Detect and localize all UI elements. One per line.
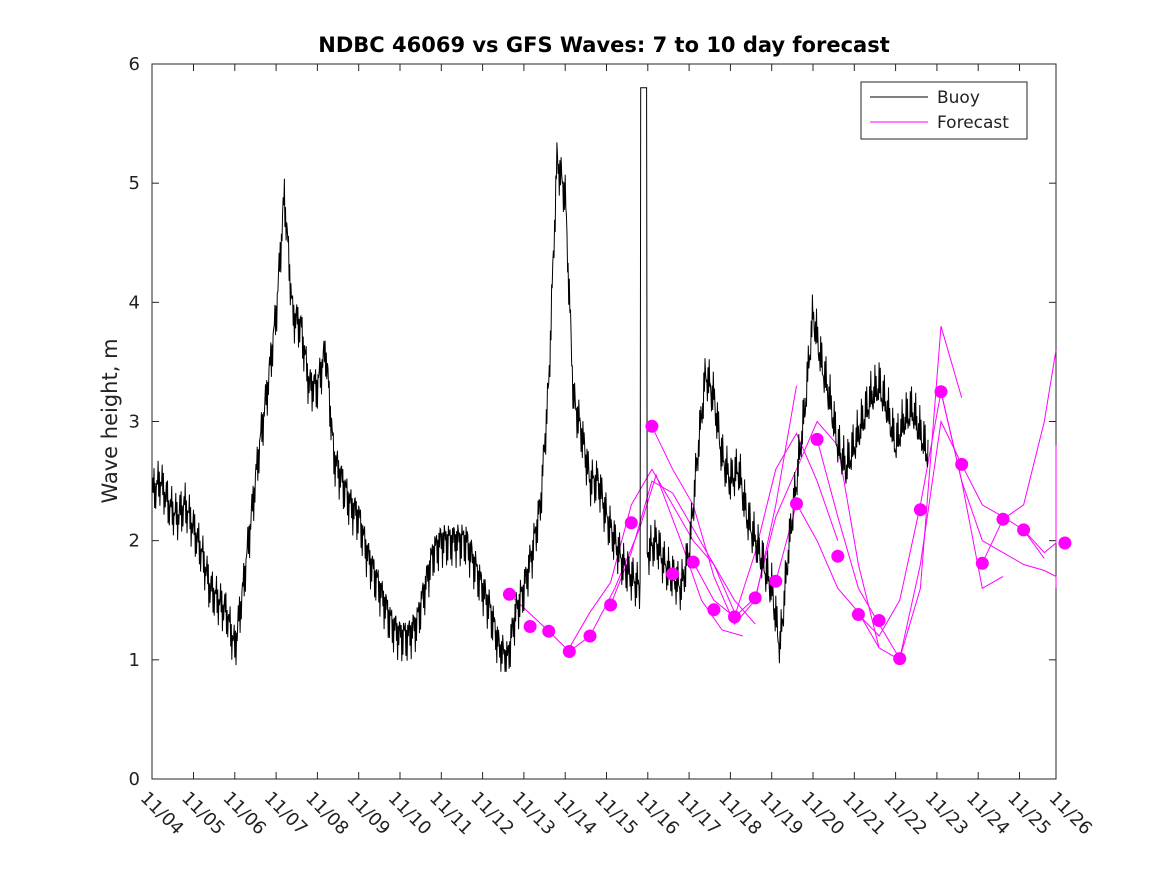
forecast-run-line bbox=[940, 391, 1057, 589]
forecast-marker bbox=[645, 419, 659, 433]
y-tick-label: 1 bbox=[129, 650, 140, 671]
forecast-marker bbox=[996, 512, 1010, 526]
forecast-run-line bbox=[568, 468, 735, 649]
forecast-marker bbox=[728, 610, 741, 624]
forecast-markers bbox=[502, 385, 1072, 666]
forecast-marker bbox=[810, 432, 824, 446]
forecast-marker bbox=[893, 652, 907, 666]
forecast-marker bbox=[502, 587, 516, 601]
y-axis: 0 1 2 3 4 5 6 bbox=[129, 54, 1056, 790]
forecast-run-line bbox=[734, 420, 880, 649]
forecast-marker bbox=[790, 497, 803, 511]
y-tick-label: 0 bbox=[129, 769, 140, 790]
forecast-marker bbox=[624, 516, 638, 530]
forecast-marker bbox=[583, 629, 597, 643]
forecast-marker bbox=[604, 598, 618, 612]
forecast-marker bbox=[707, 603, 721, 617]
forecast-marker bbox=[831, 549, 845, 563]
forecast-run-line bbox=[858, 391, 1004, 637]
forecast-marker bbox=[872, 614, 886, 627]
forecast-marker bbox=[666, 567, 680, 581]
forecast-marker bbox=[851, 608, 865, 621]
forecast-marker bbox=[748, 591, 762, 605]
y-tick-label: 5 bbox=[129, 173, 140, 194]
buoy-series bbox=[151, 87, 929, 672]
forecast-run-line bbox=[651, 385, 797, 626]
buoy-line bbox=[151, 87, 929, 672]
y-tick-label: 4 bbox=[129, 292, 140, 313]
forecast-marker bbox=[769, 574, 783, 588]
forecast-marker bbox=[975, 556, 989, 570]
forecast-run-line bbox=[981, 349, 1057, 564]
y-axis-label: Wave height, m bbox=[98, 338, 122, 503]
forecast-marker bbox=[562, 645, 576, 658]
y-tick-label: 3 bbox=[129, 412, 140, 433]
forecast-marker bbox=[913, 503, 927, 517]
forecast-marker bbox=[523, 620, 537, 633]
legend-box bbox=[860, 81, 1028, 140]
forecast-marker bbox=[955, 457, 969, 471]
forecast-run-line bbox=[816, 326, 963, 660]
forecast-run-line bbox=[1023, 445, 1057, 554]
forecast-marker bbox=[1058, 536, 1072, 550]
forecast-marker bbox=[686, 555, 700, 569]
forecast-marker bbox=[542, 624, 556, 638]
y-tick-label: 6 bbox=[129, 54, 140, 75]
forecast-run-line bbox=[692, 432, 839, 618]
legend-forecast-label: Forecast bbox=[937, 113, 1009, 133]
chart-title: NDBC 46069 vs GFS Waves: 7 to 10 day for… bbox=[318, 33, 889, 57]
y-tick-label: 2 bbox=[129, 531, 140, 552]
legend: Buoy Forecast bbox=[860, 81, 1028, 140]
forecast-run-line bbox=[610, 480, 756, 625]
forecast-marker bbox=[1017, 523, 1031, 537]
forecast-marker bbox=[934, 385, 948, 399]
legend-buoy-label: Buoy bbox=[937, 88, 980, 108]
